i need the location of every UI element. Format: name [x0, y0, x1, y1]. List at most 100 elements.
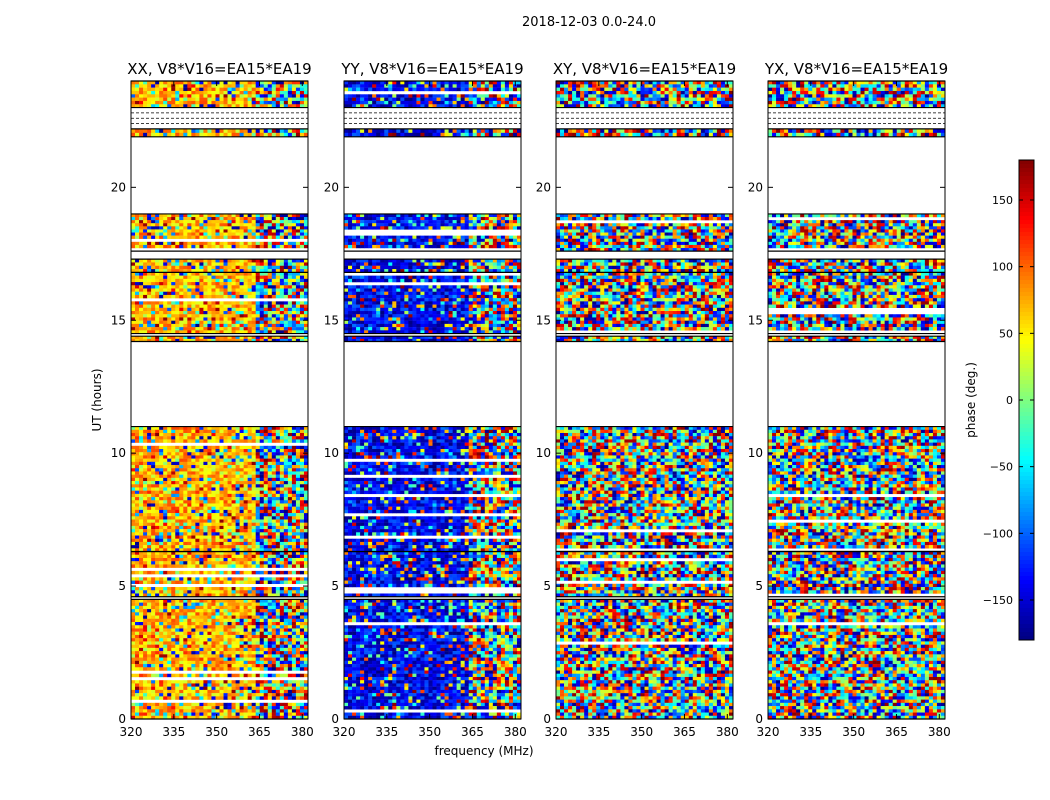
- heatmap-cell: [139, 706, 144, 710]
- heatmap-cell: [227, 638, 232, 642]
- heatmap-cell: [131, 314, 136, 318]
- heatmap-cell: [175, 602, 180, 607]
- heatmap-cell: [171, 622, 176, 626]
- heatmap-cell: [231, 506, 236, 511]
- heatmap-cell: [151, 461, 156, 466]
- heatmap-cell: [191, 545, 196, 549]
- heatmap-cell: [135, 330, 140, 334]
- heatmap-cell: [195, 226, 200, 230]
- heatmap-cell: [263, 452, 269, 456]
- heatmap-cell: [135, 477, 140, 482]
- heatmap-cell: [283, 532, 289, 536]
- heatmap-cell: [263, 557, 269, 562]
- heatmap-cell: [299, 509, 305, 514]
- heatmap-cell: [223, 615, 228, 619]
- heatmap-cell: [211, 226, 216, 230]
- heatmap-cell: [259, 664, 265, 668]
- heatmap-cell: [135, 628, 140, 632]
- heatmap-cell: [167, 304, 172, 308]
- heatmap-cell: [235, 712, 240, 716]
- heatmap-cell: [131, 449, 136, 453]
- heatmap-cell: [199, 590, 204, 594]
- heatmap-cell: [143, 509, 148, 514]
- heatmap-cell: [151, 689, 156, 694]
- heatmap-cell: [159, 622, 164, 626]
- heatmap-cell: [259, 516, 265, 520]
- heatmap-cell: [287, 323, 293, 328]
- heatmap-cell: [191, 641, 196, 645]
- heatmap-cell: [155, 452, 160, 456]
- heatmap-cell: [159, 259, 164, 263]
- heatmap-cell: [143, 259, 148, 263]
- heatmap-cell: [231, 465, 236, 469]
- heatmap-cell: [279, 226, 285, 230]
- heatmap-cell: [267, 683, 273, 687]
- heatmap-cell: [187, 265, 192, 270]
- heatmap-cell: [155, 638, 160, 642]
- heatmap-cell: [187, 545, 192, 549]
- heatmap-cell: [147, 445, 152, 450]
- heatmap-cell: [243, 278, 248, 283]
- heatmap-cell: [183, 429, 188, 434]
- heatmap-cell: [255, 570, 261, 575]
- heatmap-cell: [247, 275, 252, 280]
- heatmap-cell: [251, 618, 256, 623]
- heatmap-cell: [175, 590, 180, 594]
- heatmap-cell: [187, 673, 192, 678]
- heatmap-cell: [243, 612, 248, 616]
- heatmap-cell: [179, 696, 184, 700]
- heatmap-cell: [179, 693, 184, 697]
- heatmap-cell: [199, 557, 204, 562]
- heatmap-cell: [187, 474, 192, 479]
- heatmap-cell: [283, 657, 289, 661]
- heatmap-cell: [267, 487, 273, 491]
- heatmap-cell: [143, 223, 148, 227]
- heatmap-cell: [239, 590, 244, 594]
- heatmap-cell: [247, 706, 252, 710]
- heatmap-cell: [191, 580, 196, 585]
- heatmap-cell: [247, 667, 252, 671]
- heatmap-cell: [171, 644, 176, 649]
- heatmap-cell: [287, 272, 293, 276]
- heatmap-cell: [139, 484, 144, 488]
- heatmap-cell: [159, 217, 164, 221]
- heatmap-cell: [183, 223, 188, 227]
- heatmap-cell: [279, 525, 285, 530]
- heatmap-cell: [291, 634, 297, 639]
- heatmap-cell: [195, 265, 200, 270]
- heatmap-cell: [255, 525, 261, 530]
- heatmap-cell: [271, 599, 277, 603]
- heatmap-cell: [135, 702, 140, 707]
- heatmap-cell: [231, 702, 236, 707]
- heatmap-cell: [131, 269, 136, 273]
- heatmap-cell: [167, 497, 172, 501]
- heatmap-cell: [147, 622, 152, 626]
- heatmap-cell: [247, 516, 252, 520]
- heatmap-cell: [227, 278, 232, 283]
- heatmap-cell: [135, 232, 140, 236]
- heatmap-cell: [215, 285, 220, 289]
- heatmap-cell: [235, 570, 240, 575]
- heatmap-cell: [219, 323, 224, 328]
- heatmap-cell: [279, 593, 285, 597]
- heatmap-cell: [171, 338, 176, 342]
- heatmap-cell: [195, 605, 200, 610]
- heatmap-cell: [227, 590, 232, 594]
- heatmap-cell: [203, 330, 208, 334]
- heatmap-cell: [255, 680, 261, 684]
- heatmap-cell: [283, 609, 289, 613]
- heatmap-cell: [235, 689, 240, 694]
- heatmap-cell: [171, 693, 176, 697]
- heatmap-cell: [263, 513, 269, 517]
- heatmap-cell: [159, 338, 164, 342]
- heatmap-cell: [163, 654, 168, 658]
- heatmap-cell: [135, 426, 140, 430]
- heatmap-cell: [271, 673, 277, 678]
- heatmap-cell: [215, 660, 220, 665]
- heatmap-cell: [243, 217, 248, 221]
- heatmap-cell: [235, 548, 240, 552]
- heatmap-cell: [179, 609, 184, 613]
- heatmap-cell: [239, 468, 244, 472]
- heatmap-cell: [275, 513, 281, 517]
- heatmap-cell: [251, 602, 256, 607]
